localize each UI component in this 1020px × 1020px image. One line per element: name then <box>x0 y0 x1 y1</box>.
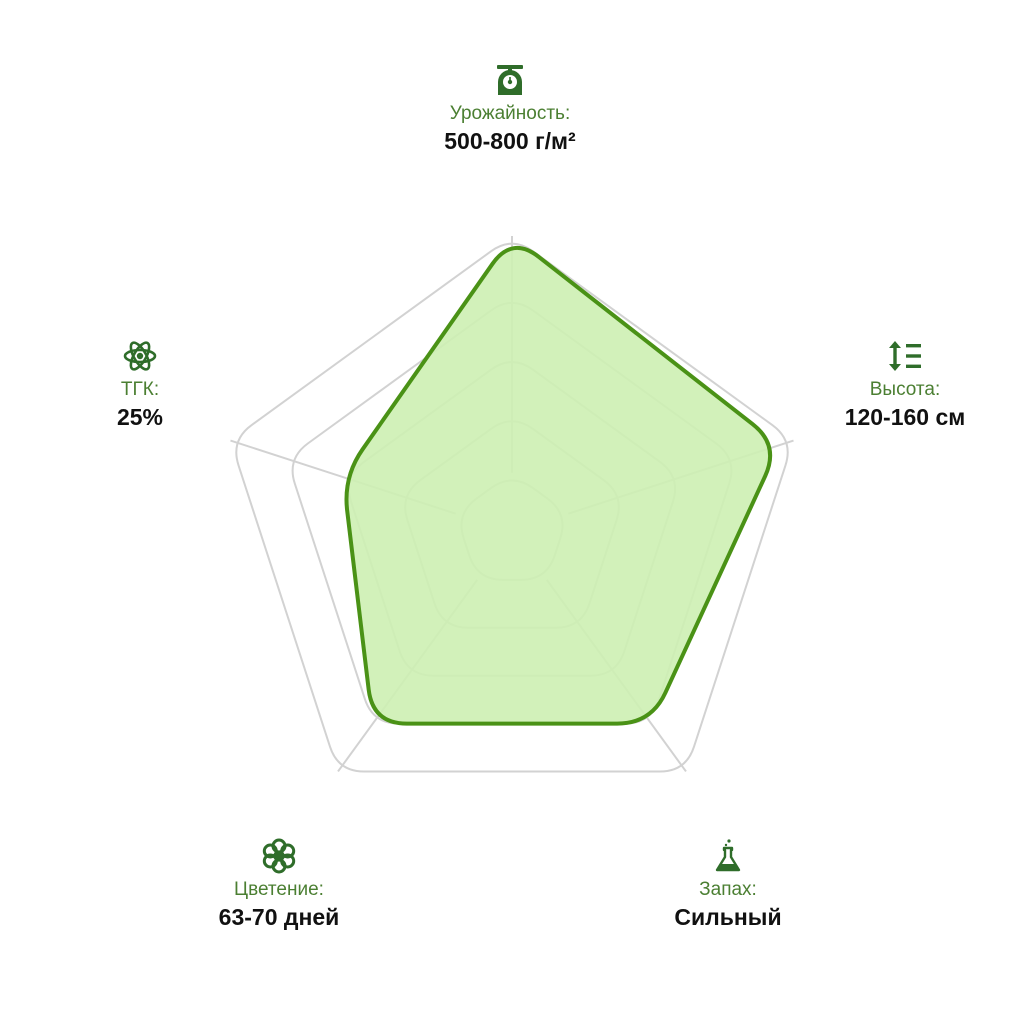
axis-value-thc: 25% <box>116 404 164 430</box>
axis-yield: Урожайность: 500-800 г/м² <box>360 62 660 156</box>
flask-icon <box>715 839 741 872</box>
axis-value-flowering: 63-70 дней <box>218 904 340 930</box>
axis-flowering: Цветение: 63-70 дней <box>129 838 429 932</box>
axis-thc: ТГК: 25% <box>0 338 290 432</box>
axis-smell: Запах: Сильный <box>578 838 878 932</box>
data-polygon <box>344 246 773 726</box>
axis-label-height: Высота: <box>869 379 941 400</box>
atom-icon <box>123 341 157 371</box>
axis-label-flowering: Цветение: <box>234 879 324 900</box>
flower-icon <box>262 838 296 874</box>
axis-label-yield: Урожайность: <box>449 103 571 124</box>
axis-height: Высота: 120-160 см <box>755 338 1020 432</box>
axis-label-thc: ТГК: <box>120 379 160 400</box>
scale-icon <box>497 65 523 95</box>
axis-value-yield: 500-800 г/м² <box>444 128 576 154</box>
axis-value-height: 120-160 см <box>844 404 966 430</box>
axis-value-smell: Сильный <box>674 904 782 930</box>
height-icon <box>889 341 921 371</box>
axis-label-smell: Запах: <box>699 879 757 900</box>
